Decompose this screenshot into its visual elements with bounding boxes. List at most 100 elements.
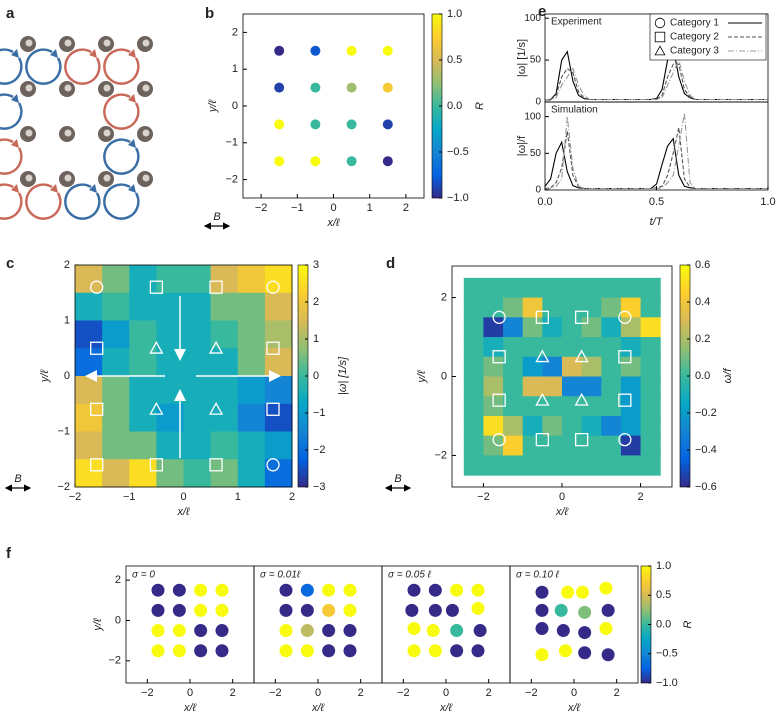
heat-cell — [581, 277, 602, 299]
panel-label: f — [6, 545, 12, 562]
particle-core — [142, 84, 150, 92]
marker — [492, 350, 506, 364]
particle-core — [25, 174, 33, 182]
point — [450, 644, 464, 658]
heat-cell — [75, 403, 103, 432]
point — [215, 603, 229, 617]
colorbar-tick-label: 3 — [313, 259, 319, 271]
point — [428, 603, 442, 617]
heat-cell — [463, 455, 484, 476]
plot-frame — [125, 565, 255, 684]
marker — [149, 458, 164, 472]
colorbar-tick-label: 0.4 — [695, 296, 710, 308]
heat-cell — [463, 396, 484, 417]
heat-cell — [620, 297, 642, 318]
point — [310, 119, 321, 130]
point — [535, 603, 549, 617]
heat-cell — [542, 415, 563, 437]
heat-cell — [640, 415, 661, 437]
heat-cell — [75, 292, 103, 321]
panel-label: b — [205, 5, 214, 22]
colorbar-tick-label: −0.5 — [656, 648, 678, 660]
legend-marker — [654, 17, 666, 29]
heat-cell — [542, 277, 563, 299]
x-tick-label: −2 — [69, 491, 82, 503]
heat-cell — [601, 277, 622, 299]
y-tick-label: −1 — [57, 425, 70, 437]
heat-cell — [601, 356, 622, 377]
point — [382, 45, 393, 56]
heat-cell — [210, 376, 239, 405]
colorbar-tick-label: −0.2 — [695, 407, 717, 419]
point — [343, 583, 357, 597]
heat-cell — [102, 320, 130, 349]
point — [578, 646, 592, 660]
heat-cell — [581, 356, 602, 377]
heat-cell — [210, 403, 239, 432]
heat-cell — [463, 435, 484, 456]
marker — [574, 392, 589, 406]
legend-label: Category 1 — [670, 18, 719, 29]
heat-cell — [183, 459, 212, 488]
heat-cell — [156, 459, 184, 488]
point — [599, 581, 613, 595]
x-tick-label: −1 — [291, 202, 304, 214]
point — [215, 583, 229, 597]
y-tick-label: 2 — [115, 574, 121, 586]
heat-cell — [601, 376, 622, 397]
particle-core — [25, 129, 33, 137]
heat-cell — [640, 277, 661, 299]
field-label: B — [213, 211, 220, 223]
heat-cell — [522, 317, 543, 338]
x-tick-label: 0 — [315, 687, 321, 699]
point — [322, 644, 336, 658]
rotation-arrowhead — [89, 49, 97, 58]
heat-cell — [522, 277, 543, 299]
heat-cell — [210, 431, 239, 460]
heat-cell — [129, 320, 157, 349]
heat-cell — [264, 431, 293, 460]
x-tick-label: −2 — [397, 687, 410, 699]
heat-cell — [542, 337, 563, 358]
x-tick-label: 2 — [486, 687, 492, 699]
marker — [618, 310, 632, 324]
y-tick-label: −2 — [57, 481, 70, 493]
heat-cell — [75, 459, 103, 488]
marker — [535, 349, 550, 363]
particle-core — [25, 84, 33, 92]
point — [300, 644, 314, 658]
x-tick-label: 0.0 — [537, 196, 552, 208]
marker — [492, 310, 506, 324]
subplot-title: Experiment — [551, 17, 602, 28]
field-label: B — [14, 473, 21, 485]
point — [601, 603, 615, 617]
particle-core — [142, 39, 150, 47]
plot-frame — [242, 13, 425, 199]
point — [471, 583, 485, 597]
marker — [149, 280, 164, 294]
point — [274, 82, 285, 93]
point — [310, 82, 321, 93]
marker — [266, 341, 280, 355]
y-tick-label: 0 — [232, 100, 238, 112]
heat-cell — [503, 415, 524, 437]
point — [578, 605, 592, 619]
y-tick-label: 50 — [530, 148, 542, 159]
y-axis-label: y/ℓ — [39, 370, 51, 384]
point — [215, 624, 229, 638]
heat-cell — [210, 265, 239, 294]
x-tick-label: 0.5 — [649, 196, 664, 208]
heat-cell — [129, 376, 157, 405]
point — [558, 644, 572, 658]
heat-cell — [562, 415, 583, 437]
point — [300, 624, 314, 638]
heat-cell — [156, 265, 184, 294]
heat-cell — [581, 435, 602, 456]
heat-cell — [463, 415, 484, 437]
rotation-arrowhead — [11, 49, 19, 58]
heat-cell — [542, 376, 563, 397]
x-tick-label: −2 — [269, 687, 282, 699]
panel-title: σ = 0 — [132, 570, 155, 581]
heat-cell — [483, 317, 504, 338]
marker — [492, 393, 506, 407]
